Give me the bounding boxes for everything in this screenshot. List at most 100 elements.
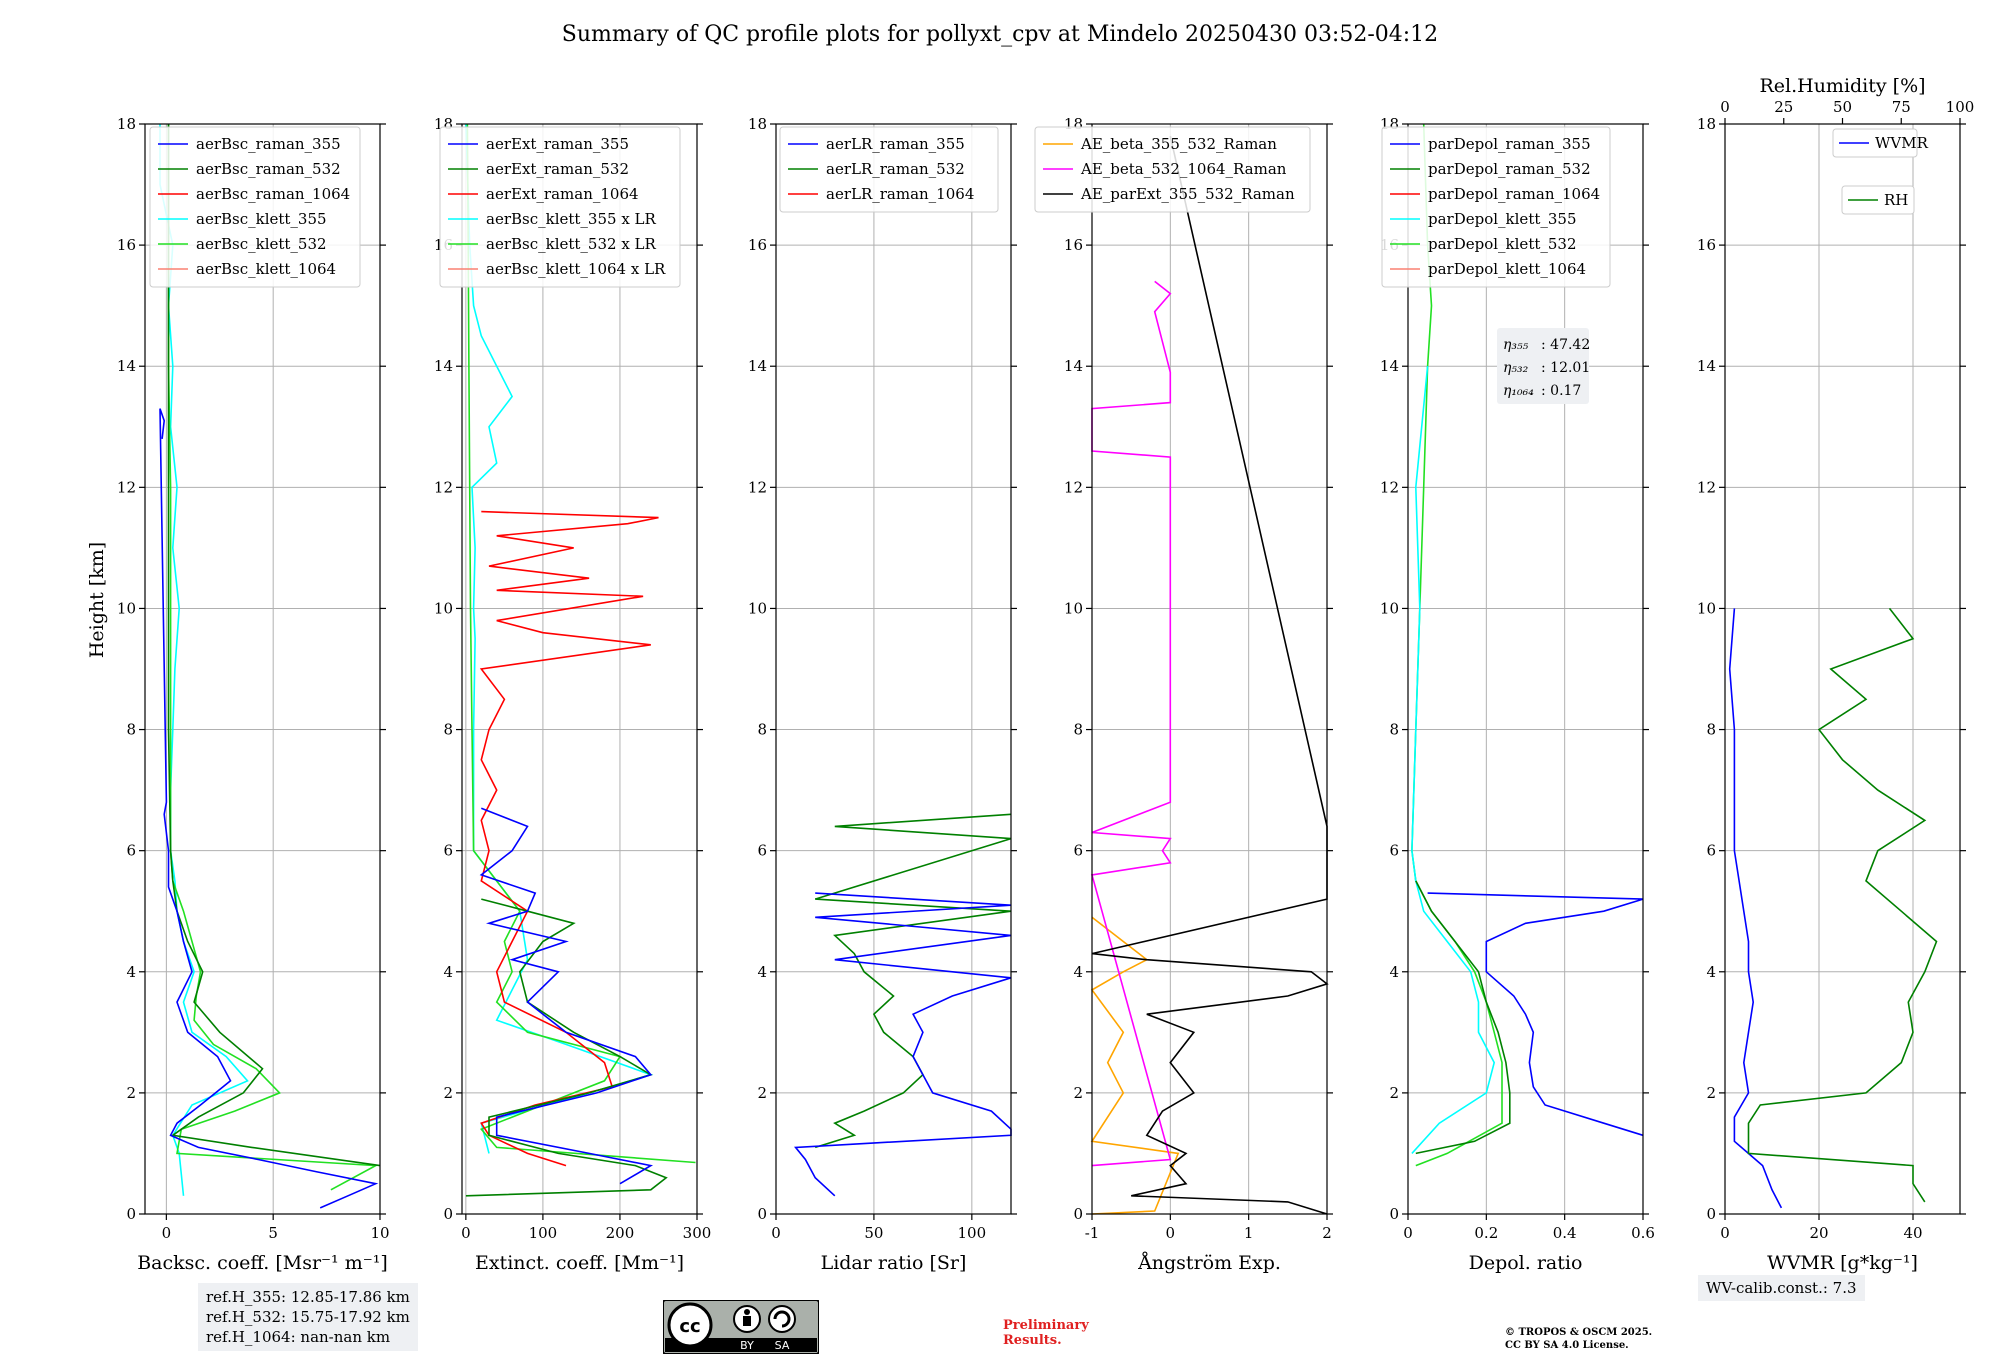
y-tick-label: 12 bbox=[117, 478, 136, 496]
x-tick-label: 200 bbox=[606, 1224, 635, 1242]
chart-panel-2: 0100200300024681012141618Extinct. coeff.… bbox=[434, 115, 711, 1274]
legend: aerExt_raman_355 aerExt_raman_532 aerExt_r… bbox=[439, 126, 681, 288]
x-tick-label: 1 bbox=[1244, 1224, 1254, 1242]
y-tick-label: 12 bbox=[434, 478, 453, 496]
legend: AE_beta_355_532_Raman AE_beta_532_1064_Ra… bbox=[1034, 126, 1311, 213]
y-tick-label: 4 bbox=[126, 963, 136, 981]
y-tick-label: 12 bbox=[748, 478, 767, 496]
eta-label: η₃₅₅ bbox=[1503, 337, 1529, 353]
legend-label: aerBsc_klett_355 x LR bbox=[486, 210, 657, 228]
legend-label: aerBsc_raman_1064 bbox=[196, 185, 350, 203]
y-tick-label: 4 bbox=[1389, 963, 1399, 981]
x-tick-label: 0 bbox=[1403, 1224, 1413, 1242]
eta-value: : 12.01 bbox=[1541, 360, 1590, 376]
y-tick-label: 2 bbox=[757, 1084, 767, 1102]
legend-label: parDepol_klett_355 bbox=[1428, 210, 1577, 228]
y-tick-label: 16 bbox=[1064, 236, 1083, 254]
legend-box bbox=[1034, 126, 1311, 213]
x-axis-label: WVMR [g*kg⁻¹] bbox=[1767, 1252, 1918, 1274]
x-tick-label: 50 bbox=[864, 1224, 883, 1242]
legend-label: AE_parExt_355_532_Raman bbox=[1080, 185, 1295, 203]
top-x-tick-label: 0 bbox=[1720, 98, 1730, 116]
by-label: BY bbox=[740, 1339, 754, 1352]
x-tick-label: 5 bbox=[268, 1224, 278, 1242]
ref-height-355: ref.H_355: 12.85-17.86 km bbox=[206, 1288, 410, 1306]
legend-label: parDepol_raman_355 bbox=[1428, 135, 1591, 153]
eta-annotation-box bbox=[1497, 328, 1589, 404]
series-line-AE_beta_532_1064_Raman bbox=[1090, 280, 1172, 1167]
series-line-parDepol_raman_355 bbox=[1427, 892, 1644, 1137]
legend-label: parDepol_klett_1064 bbox=[1428, 260, 1586, 278]
copyright-note: © TROPOS & OSCM 2025. CC BY SA 4.0 Licen… bbox=[1505, 1326, 1652, 1352]
y-tick-label: 0 bbox=[1706, 1205, 1716, 1223]
legend: aerBsc_raman_355 aerBsc_raman_532 aerBsc_r… bbox=[149, 126, 361, 288]
chart-panel-1: 0 5 10 0 2 4 6 8 10 12 14 16 18 Backsc. coeff. [Msr⁻¹… bbox=[117, 115, 390, 1274]
legend-label: aerBsc_klett_355 bbox=[196, 210, 327, 228]
x-tick-label: 300 bbox=[683, 1224, 712, 1242]
y-axis-label: Height [km] bbox=[86, 542, 108, 658]
x-tick-label: 0 bbox=[1720, 1224, 1730, 1242]
x-tick-label: -1 bbox=[1085, 1224, 1100, 1242]
legend-RH: RH bbox=[1841, 185, 1915, 215]
y-tick-label: 2 bbox=[126, 1084, 136, 1102]
y-tick-label: 14 bbox=[1697, 357, 1716, 375]
y-tick-label: 8 bbox=[126, 721, 136, 739]
y-tick-label: 16 bbox=[1697, 236, 1716, 254]
y-tick-label: 2 bbox=[1389, 1084, 1399, 1102]
legend-label: aerExt_raman_532 bbox=[486, 160, 629, 178]
plot-frame bbox=[1091, 123, 1328, 1215]
figure-title: Summary of QC profile plots for pollyxt_… bbox=[561, 22, 1439, 47]
y-tick-label: 14 bbox=[434, 357, 453, 375]
y-tick-label: 2 bbox=[443, 1084, 453, 1102]
legend-label: aerExt_raman_355 bbox=[486, 135, 629, 153]
x-tick-label: 0 bbox=[771, 1224, 781, 1242]
legend-label: aerExt_raman_1064 bbox=[486, 185, 639, 203]
eta-value: : 47.42 bbox=[1541, 337, 1590, 353]
legend-label: aerBsc_klett_532 x LR bbox=[486, 235, 657, 253]
y-tick-label: 12 bbox=[1380, 478, 1399, 496]
legend-label: AE_beta_355_532_Raman bbox=[1080, 135, 1277, 153]
y-tick-label: 8 bbox=[1073, 721, 1083, 739]
x-tick-label: 100 bbox=[958, 1224, 987, 1242]
legend-label: aerLR_raman_355 bbox=[826, 135, 965, 153]
series-line-aerExt_raman_355 bbox=[479, 807, 654, 1185]
series-line-aerBsc_klett_355 x LR bbox=[465, 123, 654, 1154]
series-line-aerLR_raman_532 bbox=[814, 813, 1012, 1149]
top-x-tick-label: 25 bbox=[1774, 98, 1793, 116]
x-tick-label: 0.4 bbox=[1553, 1224, 1577, 1242]
y-tick-label: 8 bbox=[443, 721, 453, 739]
plot-frame bbox=[775, 123, 1012, 1215]
legend-label: AE_beta_532_1064_Raman bbox=[1080, 160, 1287, 178]
legend-box bbox=[1832, 128, 1918, 158]
ref-height-1064: ref.H_1064: nan-nan km bbox=[206, 1328, 391, 1346]
y-tick-label: 14 bbox=[1380, 357, 1399, 375]
x-tick-label: 0 bbox=[461, 1224, 471, 1242]
legend-label: aerBsc_klett_1064 x LR bbox=[486, 260, 666, 278]
x-axis-label: Backsc. coeff. [Msr⁻¹ m⁻¹] bbox=[137, 1252, 388, 1274]
chart-panel-6: 0 20 40 0 2 4 6 8 10 12 14 16 18 WVMR [g*kg⁻¹] 0 25 50 75… bbox=[1697, 75, 1974, 1274]
eta-label: η₅₃₂ bbox=[1503, 360, 1529, 376]
y-tick-label: 2 bbox=[1073, 1084, 1083, 1102]
series-line-aerExt_raman_1064 bbox=[479, 510, 659, 1167]
preliminary-line-2: Results. bbox=[1003, 1333, 1062, 1348]
sa-share-icon bbox=[768, 1305, 796, 1333]
series-line-aerBsc_raman_355 bbox=[159, 408, 379, 1209]
legend-label: RH bbox=[1884, 191, 1908, 209]
legend-label: aerBsc_raman_355 bbox=[196, 135, 341, 153]
x-axis-label: Extinct. coeff. [Mm⁻¹] bbox=[475, 1252, 684, 1274]
x-tick-label: 0 bbox=[1166, 1224, 1176, 1242]
y-tick-label: 4 bbox=[443, 963, 453, 981]
cc-icon bbox=[667, 1302, 713, 1348]
y-tick-label: 4 bbox=[757, 963, 767, 981]
y-tick-label: 4 bbox=[1073, 963, 1083, 981]
chart-panel-3: 0 50 100 0 2 4 6 8 10 12 14 16 18 Lidar ratio [Sr] aer… bbox=[748, 115, 1017, 1274]
y-tick-label: 6 bbox=[1073, 842, 1083, 860]
legend-box bbox=[439, 126, 681, 288]
y-tick-label: 4 bbox=[1706, 963, 1716, 981]
top-x-tick-label: 50 bbox=[1833, 98, 1852, 116]
wv-calibration-box: WV-calib.const.: 7.3 bbox=[1698, 1275, 1865, 1301]
legend-WVMR: WVMR bbox=[1832, 128, 1929, 158]
plot-frame bbox=[144, 123, 381, 1215]
series-line-aerExt_raman_532 bbox=[465, 898, 668, 1197]
y-tick-label: 0 bbox=[1073, 1205, 1083, 1223]
